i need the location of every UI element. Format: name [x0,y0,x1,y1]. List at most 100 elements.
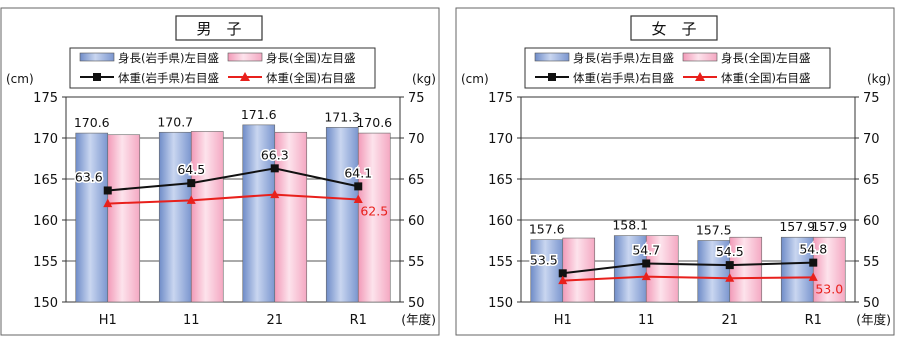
legend-swatch [682,52,718,62]
bar-data-label: 157.9 [811,219,847,234]
y-left-tick-label: 165 [488,173,513,188]
y-left-tick-label: 160 [488,214,513,229]
y-right-tick-label: 60 [408,214,425,229]
y-right-tick-label: 50 [408,296,425,311]
line-marker [725,261,734,270]
y-right-tick-label: 75 [863,91,880,106]
bar [158,131,192,303]
y-left-unit: (cm) [6,72,34,86]
bar [697,240,731,303]
bar [729,236,763,303]
x-tick-label: R1 [350,313,367,328]
line-marker [809,258,818,267]
line-marker [103,186,112,195]
bar [274,131,308,303]
series-line [562,261,814,275]
legend-label: 体重(岩手県)右目盛 [118,71,219,85]
x-axis-label: (年度) [856,312,891,327]
y-right-unit: (kg) [867,72,891,86]
line-data-label: 54.8 [799,242,827,257]
legend-label: 体重(岩手県)右目盛 [573,71,674,85]
chart-panel-male: 男 子身長(岩手県)左目盛 身長(全国)左目盛 体重(岩手県)右目盛 体重(全国)右目… [0,0,440,336]
line-marker [186,195,196,204]
y-left-tick-label: 175 [33,91,58,106]
chart-panel-female: 女 子身長(岩手県)左目盛 身長(全国)左目盛 体重(岩手県)右目盛 体重(全国)右目… [455,0,895,336]
y-left-tick-label: 155 [33,255,58,270]
series-line [107,167,359,192]
x-tick-label: 11 [183,313,200,328]
x-tick-label: 11 [638,313,655,328]
legend-marker [93,73,101,81]
bar [812,236,846,303]
legend-marker [240,72,250,81]
bar-data-label: 170.6 [356,115,392,130]
y-right-unit: (kg) [412,72,436,86]
y-right-tick-label: 60 [863,214,880,229]
line-data-label: 53.5 [530,252,558,267]
line-marker [558,269,567,278]
line-data-label: 54.7 [632,242,660,257]
y-right-tick-label: 65 [408,173,425,188]
bar-data-label: 157.9 [779,219,815,234]
chart-title: 女 子 [651,20,696,38]
chart-frame [0,7,440,336]
x-axis-label: (年度) [401,312,436,327]
y-left-tick-label: 160 [33,214,58,229]
bar [613,235,647,303]
bar-data-label: 170.6 [74,115,110,130]
bar [242,124,276,303]
x-tick-label: 21 [721,313,738,328]
y-right-tick-label: 50 [863,296,880,311]
y-right-tick-label: 70 [408,132,425,147]
legend-label: 身長(岩手県)左目盛 [118,51,219,65]
legend-label: 体重(全国)右目盛 [266,71,355,85]
plot-border [65,96,401,303]
bar [75,132,109,303]
bar [357,132,391,303]
line-marker [187,179,196,188]
line-marker [103,198,113,208]
line-data-label: 54.5 [716,244,744,259]
x-tick-label: R1 [805,313,822,328]
chart-frame [455,7,895,336]
line-marker [270,189,280,199]
line-marker [642,259,651,268]
legend-label: 身長(岩手県)左目盛 [573,51,674,65]
line-marker [270,164,279,173]
y-right-tick-label: 55 [408,255,425,270]
line-marker [725,273,735,282]
y-right-tick-label: 75 [408,91,425,106]
legend-box [524,47,831,89]
line-marker [353,194,363,203]
legend-swatch [79,52,115,62]
legend-box [69,47,376,89]
line-data-label: 53.0 [815,281,843,296]
legend-label: 体重(全国)右目盛 [721,71,810,85]
y-left-tick-label: 150 [488,296,513,311]
line-data-label: 62.5 [360,204,388,219]
bar-data-label: 171.6 [241,107,277,122]
line-data-label: 64.5 [177,162,205,177]
bar [107,134,141,303]
x-tick-label: H1 [554,313,572,328]
bar [190,131,224,303]
y-left-tick-label: 170 [488,132,513,147]
plot-border [520,96,856,303]
bar-data-label: 170.7 [157,114,193,129]
legend-swatch [227,52,263,62]
line-marker [808,272,818,281]
y-left-tick-label: 170 [33,132,58,147]
x-tick-label: 21 [266,313,283,328]
y-left-tick-label: 175 [488,91,513,106]
bar-data-label: 157.6 [529,222,565,237]
y-left-tick-label: 165 [33,173,58,188]
line-marker [641,271,651,281]
legend-marker [695,72,705,81]
legend-marker [548,73,556,81]
y-right-tick-label: 65 [863,173,880,188]
title-box [175,15,263,41]
x-tick-label: H1 [99,313,117,328]
legend-label: 身長(全国)左目盛 [266,51,355,65]
